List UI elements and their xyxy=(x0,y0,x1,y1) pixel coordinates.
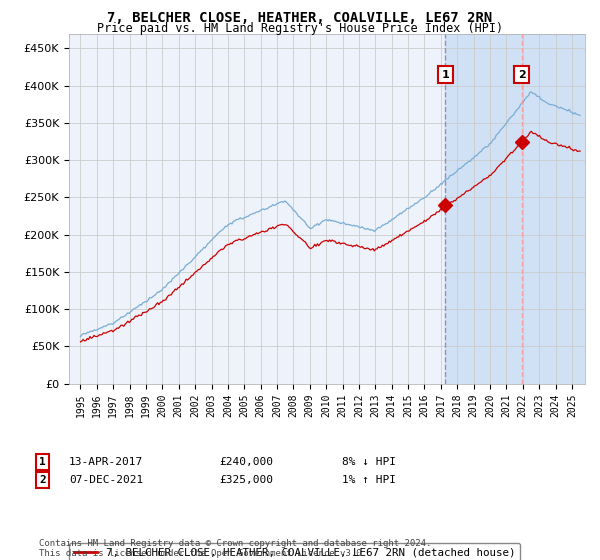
Text: 7, BELCHER CLOSE, HEATHER, COALVILLE, LE67 2RN: 7, BELCHER CLOSE, HEATHER, COALVILLE, LE… xyxy=(107,11,493,25)
Text: 13-APR-2017: 13-APR-2017 xyxy=(69,457,143,467)
Text: £240,000: £240,000 xyxy=(219,457,273,467)
Text: 2: 2 xyxy=(518,69,526,80)
Text: 1: 1 xyxy=(39,457,46,467)
Text: 1% ↑ HPI: 1% ↑ HPI xyxy=(342,475,396,485)
Text: 2: 2 xyxy=(39,475,46,485)
Text: 8% ↓ HPI: 8% ↓ HPI xyxy=(342,457,396,467)
Text: Price paid vs. HM Land Registry's House Price Index (HPI): Price paid vs. HM Land Registry's House … xyxy=(97,22,503,35)
Text: Contains HM Land Registry data © Crown copyright and database right 2024.
This d: Contains HM Land Registry data © Crown c… xyxy=(39,539,431,558)
Text: 07-DEC-2021: 07-DEC-2021 xyxy=(69,475,143,485)
Legend: 7, BELCHER CLOSE, HEATHER, COALVILLE, LE67 2RN (detached house), HPI: Average pr: 7, BELCHER CLOSE, HEATHER, COALVILLE, LE… xyxy=(69,543,520,560)
Text: £325,000: £325,000 xyxy=(219,475,273,485)
Text: 1: 1 xyxy=(442,69,449,80)
Bar xyxy=(445,34,585,384)
